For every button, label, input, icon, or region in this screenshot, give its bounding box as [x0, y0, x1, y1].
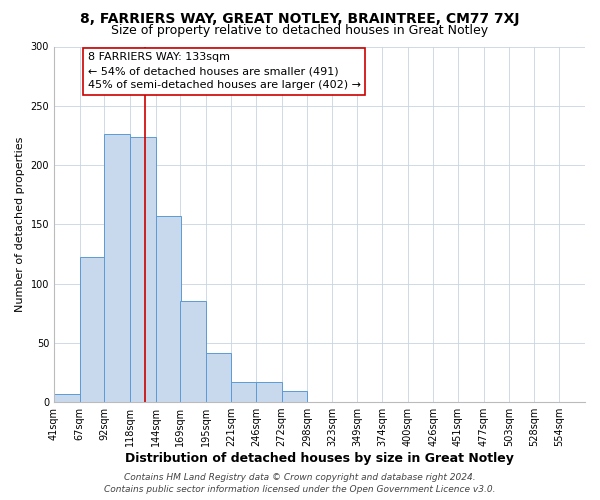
Bar — [281, 392, 307, 402]
Bar — [130, 136, 155, 402]
Y-axis label: Number of detached properties: Number of detached properties — [15, 136, 25, 312]
Bar — [155, 216, 181, 402]
Bar — [232, 382, 257, 402]
Text: Size of property relative to detached houses in Great Notley: Size of property relative to detached ho… — [112, 24, 488, 37]
Bar — [54, 394, 80, 402]
Text: 8 FARRIERS WAY: 133sqm
← 54% of detached houses are smaller (491)
45% of semi-de: 8 FARRIERS WAY: 133sqm ← 54% of detached… — [88, 52, 361, 90]
Text: 8, FARRIERS WAY, GREAT NOTLEY, BRAINTREE, CM77 7XJ: 8, FARRIERS WAY, GREAT NOTLEY, BRAINTREE… — [80, 12, 520, 26]
Bar — [256, 382, 281, 402]
Bar — [180, 302, 206, 402]
Bar — [80, 258, 105, 402]
Bar — [104, 134, 130, 402]
X-axis label: Distribution of detached houses by size in Great Notley: Distribution of detached houses by size … — [125, 452, 514, 465]
Bar — [206, 354, 232, 402]
Text: Contains HM Land Registry data © Crown copyright and database right 2024.
Contai: Contains HM Land Registry data © Crown c… — [104, 472, 496, 494]
